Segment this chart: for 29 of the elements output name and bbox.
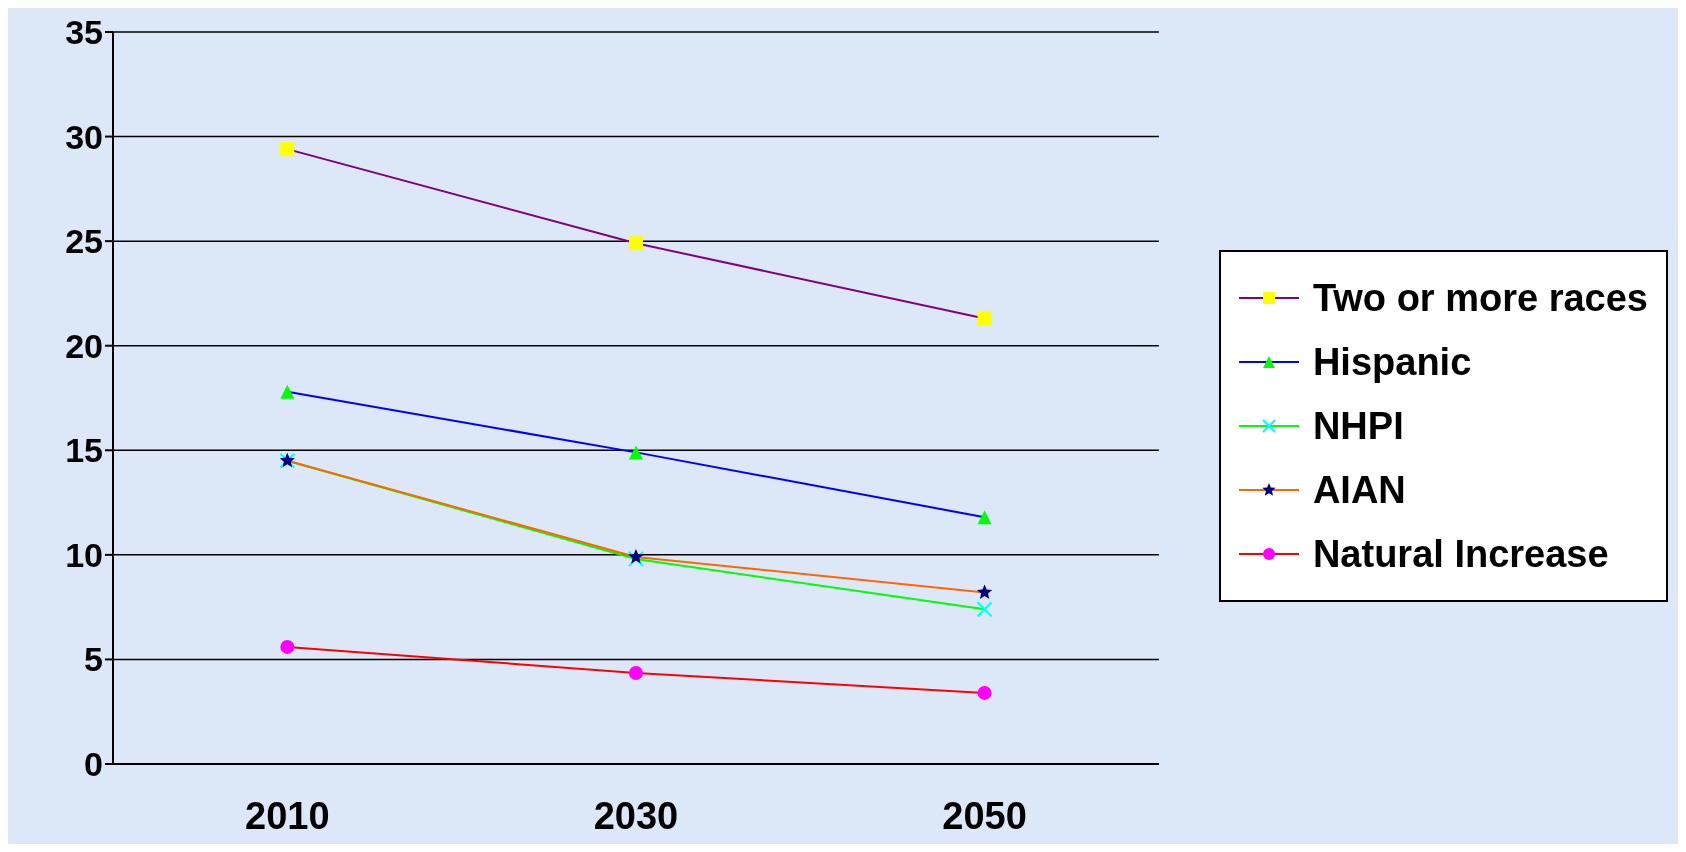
x-tick-label: 2050 — [942, 794, 1027, 837]
legend-label: AIAN — [1312, 468, 1406, 512]
y-tick-label: 15 — [65, 431, 103, 470]
point — [628, 236, 643, 251]
point — [280, 639, 295, 654]
point — [628, 445, 643, 460]
point — [628, 666, 643, 681]
y-tick-label: 20 — [65, 326, 103, 365]
point — [977, 510, 992, 525]
point — [280, 142, 295, 157]
y-tick-label: 5 — [84, 640, 103, 679]
legend-label: NHPI — [1312, 404, 1404, 448]
legend-label: Hispanic — [1312, 340, 1472, 384]
y-tick-label: 10 — [65, 535, 103, 574]
y-tick-label: 25 — [65, 222, 103, 261]
point — [976, 601, 993, 618]
y-tick-label: 30 — [65, 117, 103, 156]
legend-label: Two or more races — [1312, 276, 1648, 320]
point — [627, 551, 644, 568]
point — [976, 584, 993, 599]
point — [977, 311, 992, 326]
y-tick-label: 0 — [84, 745, 103, 784]
legend-label: Natural Increase — [1312, 532, 1609, 576]
point — [977, 685, 992, 700]
x-tick-label: 2010 — [245, 794, 330, 837]
point — [628, 548, 644, 564]
y-tick-label: 35 — [65, 13, 103, 52]
point — [280, 384, 295, 399]
x-tick-label: 2030 — [593, 794, 679, 837]
